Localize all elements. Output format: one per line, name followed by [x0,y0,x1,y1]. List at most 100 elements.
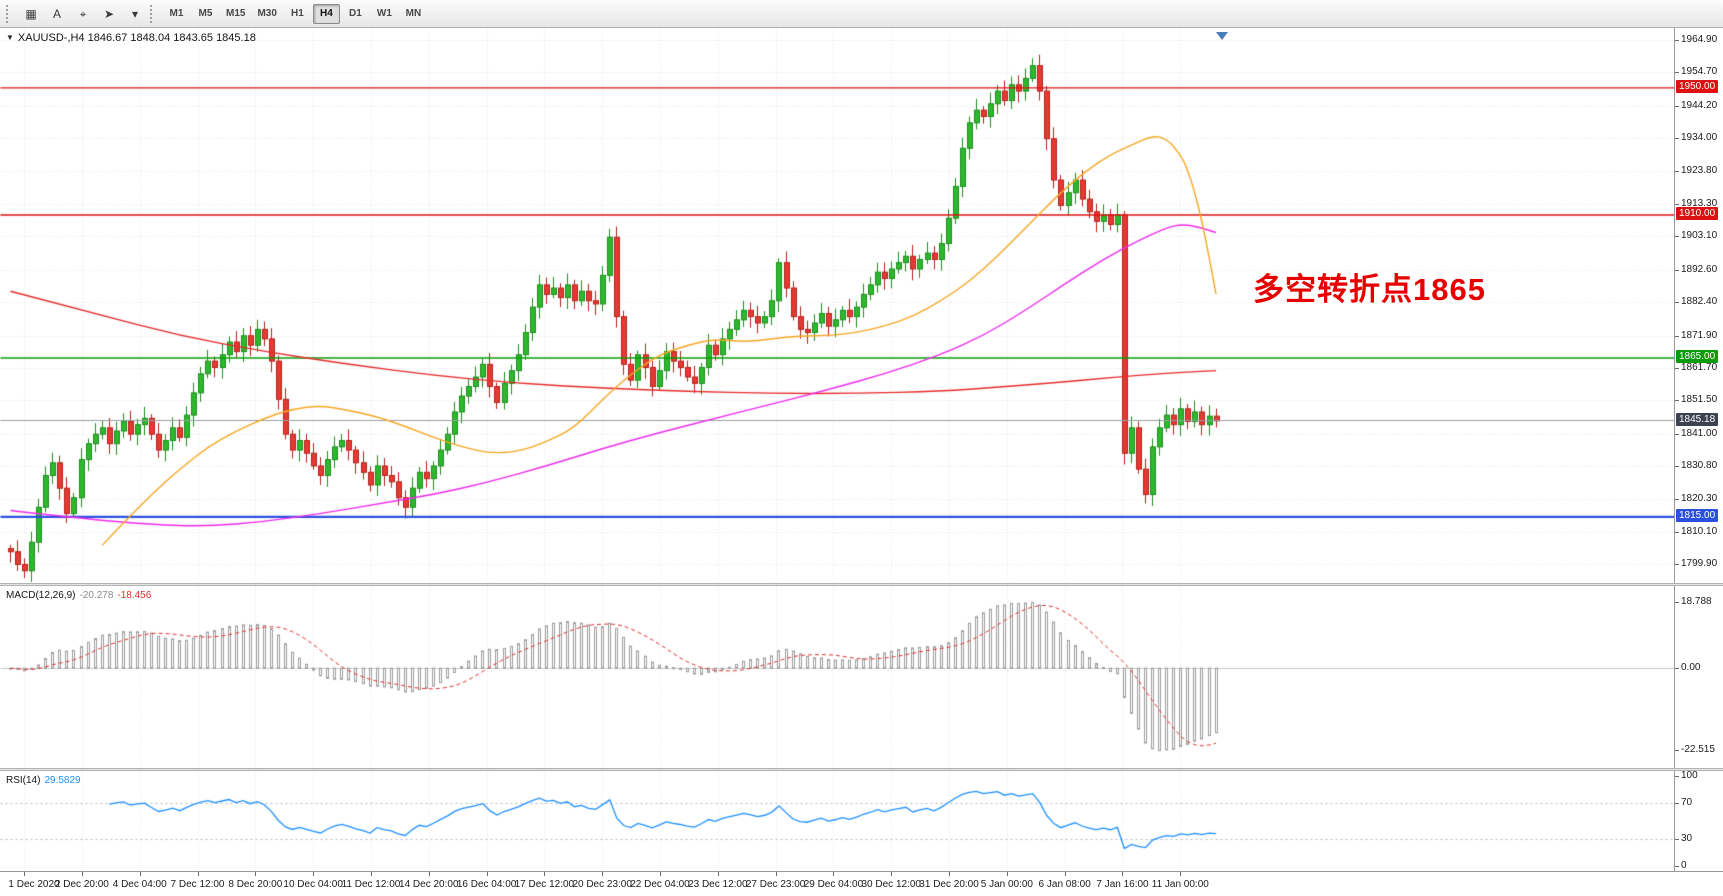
price-axis[interactable]: 1964.90 1954.70 1944.20 1934.00 1923.80 1913.… [1674,28,1723,583]
price-axis-label: 1851.50 [1681,394,1718,406]
text-label-tool-icon[interactable]: A [45,3,69,25]
price-axis-tick [1675,72,1679,74]
rsi-axis-tick [1675,866,1679,867]
price-axis-label: 1871.90 [1681,329,1718,341]
macd-panel: MACD(12,26,9) -20.278 -18.456 18.788 0.00 -2… [0,586,1723,768]
time-axis-label: 4 Dec 04:00 [112,879,167,890]
macd-axis-tick [1675,601,1679,603]
toolbar: ▦ A ⌖ ➤ ▾ M1 M5 M15 M30 H1 H4 D1 W1 MN [0,0,1723,28]
new-chart-icon[interactable]: ▦ [19,3,43,25]
panel-splitter[interactable] [0,768,1723,771]
time-axis-label: 5 Jan 00:00 [980,879,1033,890]
price-axis-label: 1882.40 [1681,296,1718,308]
price-axis-tick [1675,335,1679,337]
macd-axis-label: 18.788 [1681,595,1712,607]
macd-axis-label: -22.515 [1681,744,1715,756]
rsi-axis-label: 100 [1681,770,1698,781]
time-axis-tick [660,872,661,876]
timeframe-button-w1[interactable]: W1 [371,4,398,24]
price-tag: 1950.00 [1676,80,1719,94]
rsi-axis-tick [1675,803,1679,804]
time-axis-label: 20 Dec 23:00 [572,879,632,890]
timeframe-button-d1[interactable]: D1 [342,4,369,24]
time-axis-tick [255,872,257,876]
time-axis-label: 30 Dec 12:00 [861,879,922,890]
time-axis-tick [1006,872,1008,876]
time-axis-tick [428,872,430,876]
tools-dropdown-icon[interactable]: ▾ [123,3,147,25]
symbol-timeframe-label: XAUUSD-,H4 [17,32,85,44]
rsi-axis-tick [1675,776,1679,777]
timeframe-button-m5[interactable]: M5 [192,4,219,24]
time-axis-tick [24,872,26,876]
price-axis-tick [1675,531,1679,533]
time-axis-tick [544,872,546,876]
rsi-value: 29.5829 [44,775,81,786]
time-axis-label: 10 Dec 04:00 [283,879,343,890]
symbol-dropdown-icon[interactable]: ▼ [6,33,14,42]
rsi-axis[interactable]: 100 70 30 0 [1674,770,1723,871]
time-axis-tick [891,872,893,876]
time-axis-label: 29 Dec 04:00 [803,879,864,890]
time-axis-tick [370,872,372,876]
price-axis-tick [1675,400,1679,402]
price-axis-tick [1675,105,1679,107]
time-axis-label: 1 Dec 2020 [8,879,60,890]
price-tag: 1845.18 [1676,413,1719,427]
timeframe-button-mn[interactable]: MN [400,4,427,24]
timeframe-button-group: M1 M5 M15 M30 H1 H4 D1 W1 MN [162,3,428,24]
rsi-canvas[interactable] [0,771,1674,871]
time-axis-label: 31 Dec 20:00 [919,879,979,890]
toolbar-grip[interactable] [6,4,12,23]
macd-canvas[interactable] [0,586,1674,768]
time-axis-tick [139,872,141,876]
time-axis-label: 7 Jan 16:00 [1096,879,1149,890]
rsi-label: RSI(14) 29.5829 [6,775,81,786]
time-axis-tick [1122,872,1124,876]
timeframe-button-m30[interactable]: M30 [252,4,281,24]
macd-signal-value: -18.456 [117,590,152,601]
price-axis-label: 1799.90 [1681,558,1718,570]
time-axis-label: 7 Dec 12:00 [170,879,225,890]
price-axis-tick [1675,40,1679,42]
rsi-name: RSI(14) [6,775,41,786]
scroll-to-end-marker-icon [1216,32,1228,40]
cursor-tool-icon[interactable]: ➤ [97,3,121,25]
chart-annotation-text[interactable]: 多空转折点1865 [1253,272,1486,307]
time-axis-tick [81,872,83,876]
macd-axis-tick [1675,667,1679,669]
rsi-axis-label: 30 [1681,833,1693,844]
price-chart-canvas[interactable] [0,28,1674,583]
time-axis-tick [1180,872,1182,876]
time-axis-label: 8 Dec 20:00 [228,879,283,890]
timeframe-button-h1[interactable]: H1 [284,4,311,24]
price-axis-label: 1841.00 [1681,427,1718,439]
time-axis-label: 6 Jan 08:00 [1038,879,1091,890]
price-axis-tick [1675,466,1679,468]
price-axis-tick [1675,302,1679,304]
timeframe-button-m15[interactable]: M15 [221,4,250,24]
time-axis-tick [602,872,604,876]
timeframe-button-m1[interactable]: M1 [163,4,190,24]
price-axis-label: 1861.70 [1681,361,1718,373]
price-axis-tick [1675,203,1679,205]
timeframe-button-h4[interactable]: H4 [312,3,340,24]
time-axis-tick [486,872,488,876]
price-axis-label: 1944.20 [1681,99,1718,111]
price-axis-label: 1913.30 [1681,197,1718,209]
price-axis-label: 1964.90 [1681,34,1718,46]
rsi-panel: RSI(14) 29.5829 100 70 30 0 [0,770,1723,871]
price-axis-tick [1675,367,1679,369]
time-axis-tick [1064,872,1066,876]
crosshair-tool-icon[interactable]: ⌖ [71,3,95,25]
price-axis-label: 1923.80 [1681,164,1718,176]
price-axis-tick [1675,433,1679,435]
macd-axis[interactable]: 18.788 0.00 -22.515 [1674,586,1723,768]
price-axis-tick [1675,564,1679,566]
time-axis-label: 17 Dec 12:00 [514,879,575,890]
time-axis[interactable]: 1 Dec 2020 2 Dec 20:00 4 Dec 04:00 7 Dec 12… [0,871,1723,896]
macd-axis-tick [1675,750,1679,752]
timeframe-toolbar-grip[interactable] [150,4,156,23]
panel-splitter[interactable] [0,583,1723,586]
